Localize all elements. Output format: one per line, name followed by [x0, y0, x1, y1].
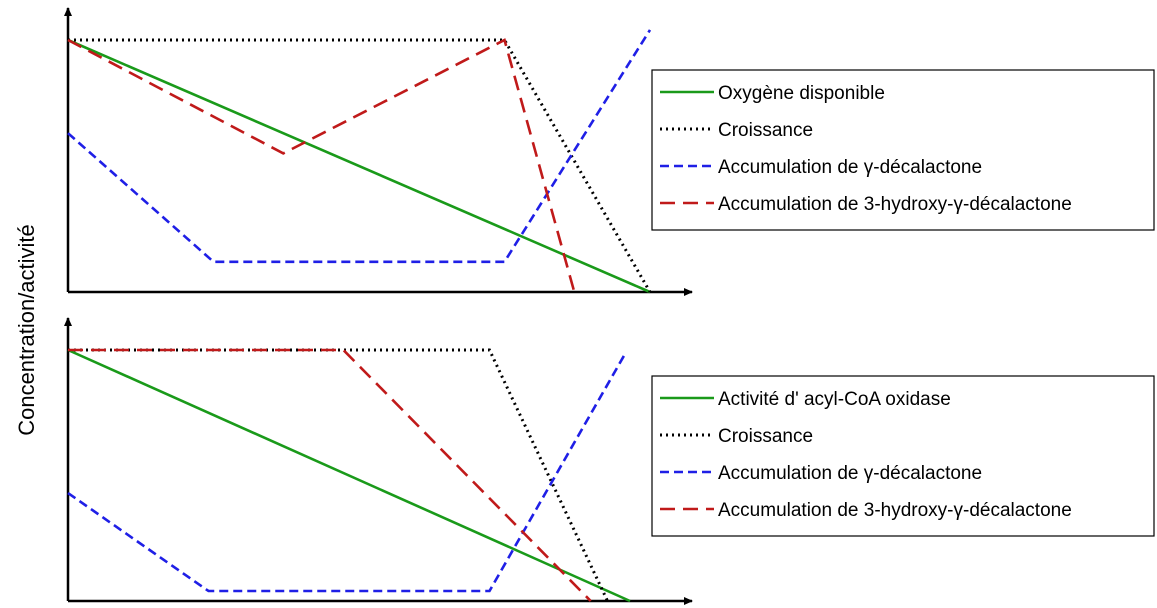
series-line-2-4 — [68, 348, 592, 602]
legend-label-1-4: Accumulation de 3-hydroxy-γ-décalactone — [718, 194, 1072, 215]
legend-label-2-4: Accumulation de 3-hydroxy-γ-décalactone — [718, 500, 1072, 521]
legend-box-2 — [651, 375, 1155, 537]
y-axis-label: Concentration/activité — [14, 224, 39, 436]
series-line-2-3 — [67, 354, 626, 593]
legend-label-2-2: Croissance — [718, 426, 813, 447]
legend-label-2-1: Activité d' acyl-CoA oxidase — [718, 389, 951, 410]
legend-label-1-2: Croissance — [718, 120, 813, 141]
legend-label-1-1: Oxygène disponible — [718, 83, 885, 104]
legend-box-1 — [651, 69, 1155, 231]
series-line-1-1 — [67, 38, 651, 294]
legend-label-2-3: Accumulation de γ-décalactone — [718, 463, 982, 484]
series-line-2-1 — [67, 348, 631, 603]
legend-label-1-3: Accumulation de γ-décalactone — [718, 157, 982, 178]
series-line-1-3 — [67, 29, 652, 264]
series-line-1-2 — [68, 38, 652, 293]
series-line-2-2 — [68, 348, 609, 602]
series-line-1-4 — [67, 38, 576, 293]
